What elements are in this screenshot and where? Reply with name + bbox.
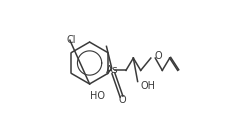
- Text: OH: OH: [141, 81, 156, 91]
- Text: O: O: [154, 51, 162, 61]
- Text: As: As: [106, 65, 119, 75]
- Text: Cl: Cl: [66, 35, 76, 45]
- Text: HO: HO: [90, 91, 105, 101]
- Text: O: O: [118, 95, 126, 105]
